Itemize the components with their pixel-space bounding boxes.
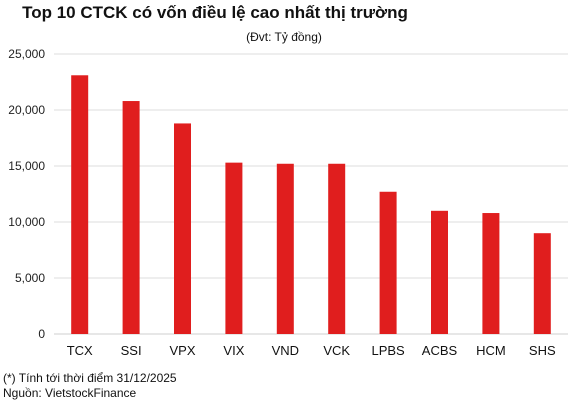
x-tick-label: TCX [67,343,93,358]
x-tick-label: SHS [529,343,556,358]
bar-vix [225,162,243,334]
gridlines [54,53,568,335]
bar-tcx [71,75,89,334]
y-tick-label: 10,000 [8,215,45,229]
x-tick-label: SSI [121,343,142,358]
x-axis-ticks: TCX SSI VPX VIX VND VCK LPBS ACBS HCM SHS [67,343,556,358]
bar-acbs [431,210,448,334]
y-tick-label: 25,000 [8,47,45,61]
x-tick-label: VPX [169,343,195,358]
x-tick-label: VIX [223,343,244,358]
chart-subtitle: (Đvt: Tỷ đồng) [246,30,322,44]
bar-hcm [482,213,500,334]
y-tick-label: 5,000 [15,271,45,285]
bar-shs [533,233,551,334]
y-axis-ticks: 0 5,000 10,000 15,000 20,000 25,000 [8,47,45,341]
y-tick-label: 0 [38,327,45,341]
x-tick-label: ACBS [422,343,458,358]
bars [71,75,551,334]
x-tick-label: LPBS [371,343,405,358]
chart-title: Top 10 CTCK có vốn điều lệ cao nhất thị … [22,3,408,22]
source-note: Nguồn: VietstockFinance [3,386,137,400]
bar-ssi [122,101,140,334]
bar-vpx [174,123,191,334]
footnote: (*) Tính tới thời điểm 31/12/2025 [3,371,177,385]
bar-vck [328,163,346,334]
x-tick-label: VCK [323,343,350,358]
bar-lpbs [379,191,397,334]
y-tick-label: 20,000 [8,103,45,117]
y-tick-label: 15,000 [8,159,45,173]
bar-vnd [276,163,294,334]
x-tick-label: VND [272,343,299,358]
x-tick-label: HCM [476,343,506,358]
